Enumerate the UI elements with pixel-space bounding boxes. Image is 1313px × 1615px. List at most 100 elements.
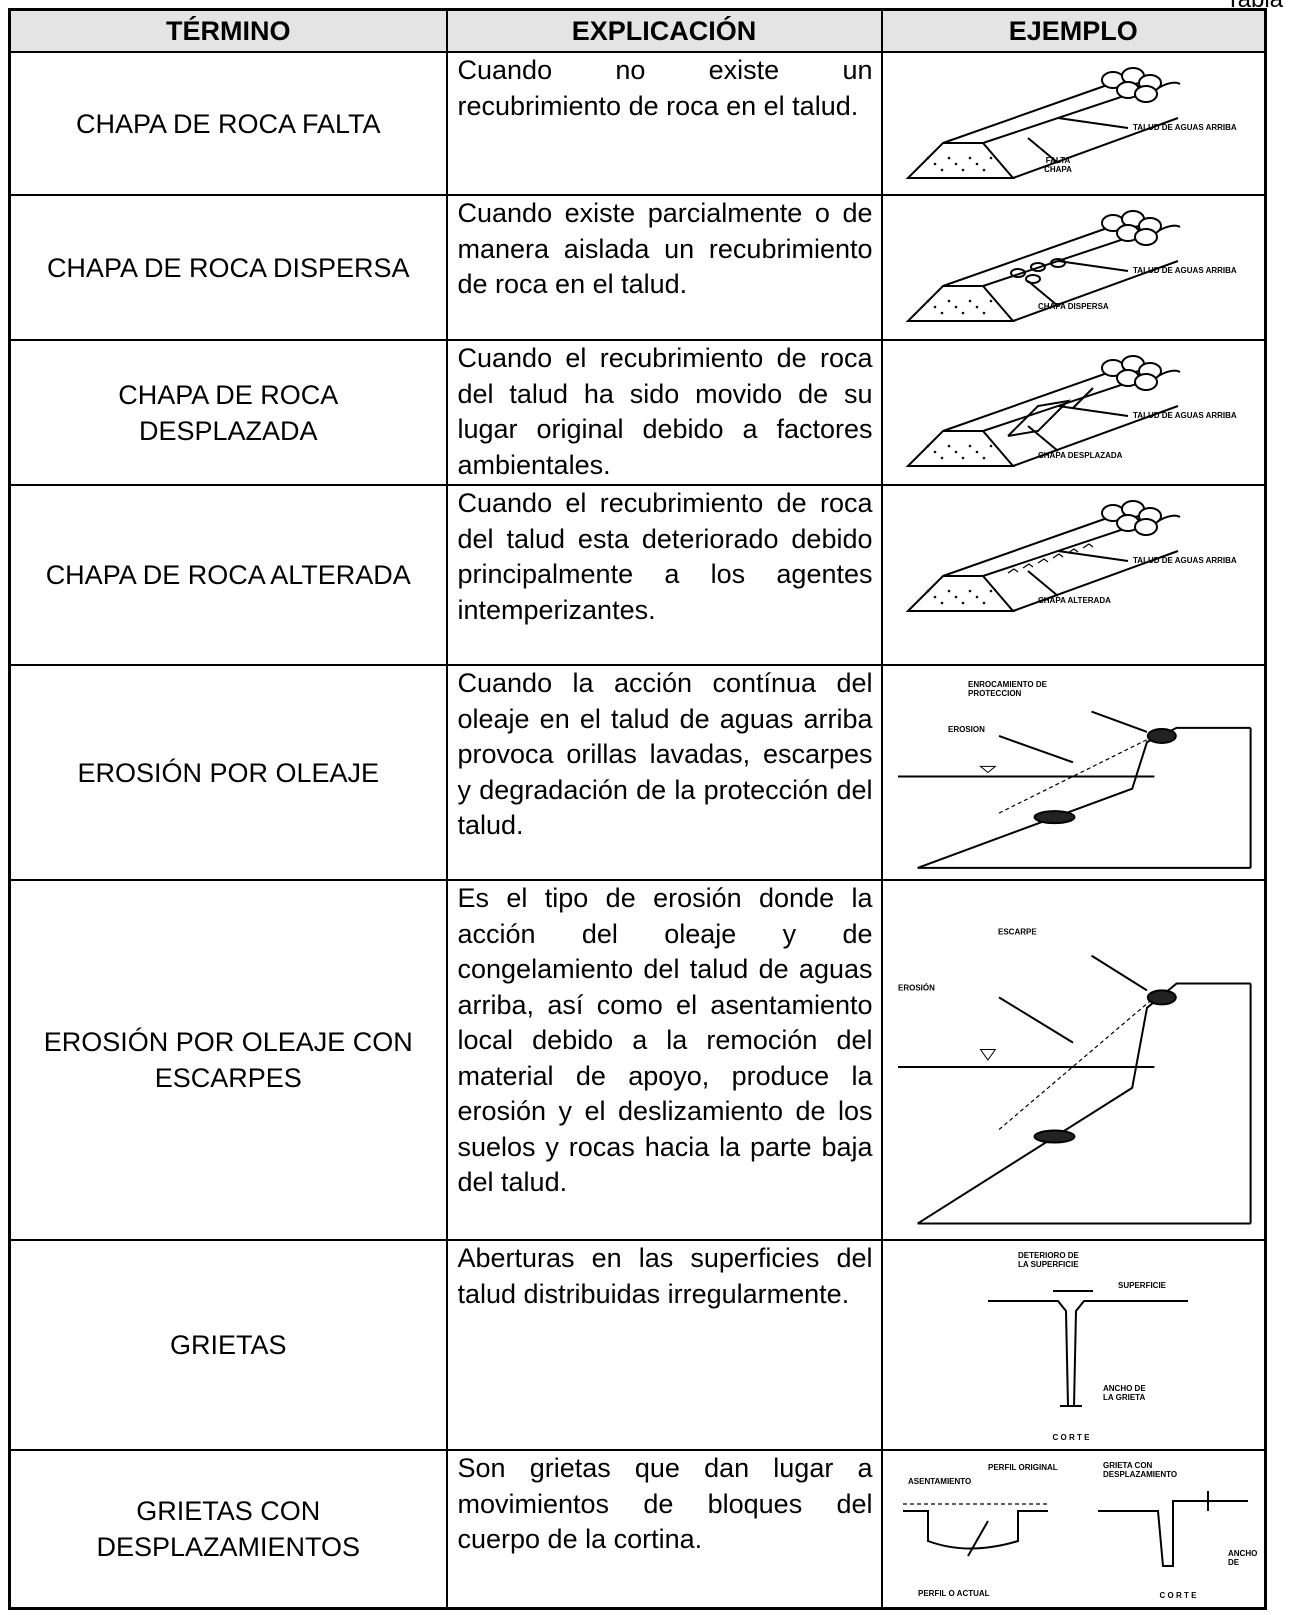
diagram-shape: [998, 996, 1156, 1131]
diagram-shape: [1012, 550, 1179, 612]
diagram-shape: [982, 230, 1149, 287]
diagram-shape: [982, 311, 986, 315]
diagram-label: TALUD DE AGUAS ARRIBA: [1133, 266, 1237, 275]
explanation-cell: Cuando el recubrimiento de roca del talu…: [445, 484, 883, 666]
explanation-cell: Cuando no existe un recubrimiento de roc…: [445, 51, 883, 196]
table-row: CHAPA DE ROCA ALTERADA Cuando el recubrim…: [8, 484, 1267, 666]
diagram-shape: [940, 168, 944, 172]
diagram-shape: [1157, 224, 1181, 232]
diagram-label: ANCHO DE: [1103, 1384, 1146, 1393]
diagram-shape: [940, 311, 944, 315]
example-cell: TALUD DE AGUAS ARRIBA CHAPA DISPERSA: [880, 194, 1267, 341]
diagram-shape: [903, 1509, 1049, 1550]
example-diagram: PERFIL ORIGINAL ASENTAMIENTO PERFIL O ACTU…: [903, 1461, 1258, 1600]
diagram-shape: [968, 444, 972, 448]
diagram-shape: [1027, 137, 1059, 164]
diagram-shape: [975, 162, 979, 166]
diagram-label: ASENTAMIENTO: [908, 1477, 971, 1486]
diagram-shape: [1033, 1129, 1076, 1144]
example-cell: TALUD DE AGUAS ARRIBA CHAPA ALTERADA: [880, 484, 1267, 666]
diagram-shape: [933, 162, 937, 166]
table-body: CHAPA DE ROCA FALTA Cuando no existe un r…: [8, 51, 1267, 1609]
diagram-shape: [982, 520, 1149, 577]
example-cell: TALUD DE AGUAS ARRIBA CHAPA DESPLAZADA: [880, 339, 1267, 486]
term-cell: CHAPA DE ROCA FALTA: [8, 51, 448, 196]
diagram-shape: [905, 285, 1016, 322]
diagram-shape: [1022, 563, 1034, 569]
diagram-shape: [961, 456, 965, 460]
diagram-shape: [933, 450, 937, 454]
diagram-shape: [1134, 373, 1159, 391]
diagram-shape: [1012, 405, 1179, 467]
diagram-shape: [961, 601, 965, 605]
example-diagram: TALUD DE AGUAS ARRIBA CHAPA DESPLAZADA: [905, 355, 1237, 467]
diagram-shape: [975, 450, 979, 454]
example-cell: PERFIL ORIGINAL ASENTAMIENTO PERFIL O ACTU…: [880, 1449, 1267, 1609]
diagram-label: GRIETA CON: [1103, 1461, 1153, 1470]
diagram-label: DESPLAZAMIENTO: [1103, 1470, 1177, 1479]
diagram-shape: [947, 444, 951, 448]
diagram-label: ENROCAMIENTO DE: [968, 680, 1048, 689]
diagram-shape: [905, 142, 1016, 179]
diagram-shape: [1058, 117, 1129, 129]
term-cell: GRIETAS CON DESPLAZAMIENTOS: [8, 1449, 448, 1609]
diagram-shape: [1012, 117, 1179, 179]
diagram-shape: [942, 370, 1114, 432]
diagram-shape: [942, 515, 1114, 577]
diagram-shape: [998, 996, 1074, 1044]
diagram-shape: [1134, 228, 1159, 246]
table-row: GRIETAS CON DESPLAZAMIENTOS Son grietas q…: [8, 1449, 1267, 1609]
diagram-shape: [989, 299, 993, 303]
diagram-label: SUPERFICIE: [1118, 1281, 1167, 1290]
example-diagram: ESCARPE EROSIÓN: [898, 928, 1252, 1225]
diagram-shape: [1007, 568, 1019, 574]
diagram-shape: [954, 162, 958, 166]
diagram-shape: [940, 456, 944, 460]
diagram-shape: [1147, 727, 1178, 744]
example-cell: ESCARPE EROSIÓN: [880, 879, 1267, 1241]
table-row: CHAPA DE ROCA DESPLAZADA Cuando el recubr…: [8, 339, 1267, 486]
diagram-shape: [926, 156, 930, 160]
diagram-shape: [1058, 260, 1129, 272]
example-cell: DETERIORO DE LA SUPERFICIE SUPERFICIE ANCHO…: [880, 1239, 1267, 1451]
diagram-shape: [988, 1300, 1189, 1407]
explanation-cell: Es el tipo de erosión donde la acción de…: [445, 879, 883, 1241]
table-row: CHAPA DE ROCA FALTA Cuando no existe un r…: [8, 51, 1267, 196]
diagram-label: CHAPA DESPLAZADA: [1038, 451, 1123, 460]
diagram-shape: [998, 735, 1074, 764]
diagram-shape: [942, 82, 1114, 144]
diagram-label: PROTECCION: [968, 689, 1022, 698]
diagram-shape: [1012, 260, 1179, 322]
diagram-shape: [905, 575, 1016, 612]
explanation-cell: Aberturas en las superficies del talud d…: [445, 1239, 883, 1451]
diagram-shape: [989, 444, 993, 448]
diagram-shape: [926, 589, 930, 593]
diagram-shape: [982, 456, 986, 460]
diagram-label: TALUD DE AGUAS ARRIBA: [1133, 411, 1237, 420]
diagram-shape: [905, 430, 1016, 467]
diagram-label: ESCARPE: [998, 928, 1037, 937]
table-row: EROSIÓN POR OLEAJE CON ESCARPES Es el tip…: [8, 879, 1267, 1241]
term-cell: GRIETAS: [8, 1239, 448, 1451]
explanation-cell: Cuando existe parcialmente o de manera a…: [445, 194, 883, 341]
diagram-shape: [967, 1520, 990, 1557]
diagram-shape: [947, 156, 951, 160]
diagram-shape: [947, 299, 951, 303]
diagram-shape: [942, 225, 1114, 287]
diagram-shape: [1007, 399, 1072, 437]
diagram-label: EROSION: [948, 725, 985, 734]
diagram-shape: [1091, 710, 1148, 733]
table: TÉRMINO EXPLICACIÓN EJEMPLO CHAPA DE ROCA …: [8, 8, 1267, 1610]
diagram-shape: [982, 87, 1149, 144]
diagram-shape: [917, 726, 1251, 869]
diagram-shape: [1098, 1499, 1249, 1567]
diagram-shape: [1010, 268, 1027, 278]
diagram-label: CHAPA: [1044, 165, 1072, 174]
diagram-shape: [940, 601, 944, 605]
diagram-shape: [1134, 85, 1159, 103]
diagram-label: TALUD DE AGUAS ARRIBA: [1133, 123, 1237, 132]
diagram-label: FALTA: [1046, 156, 1071, 165]
diagram-shape: [933, 305, 937, 309]
diagram-label: C O R T E: [1160, 1591, 1198, 1600]
